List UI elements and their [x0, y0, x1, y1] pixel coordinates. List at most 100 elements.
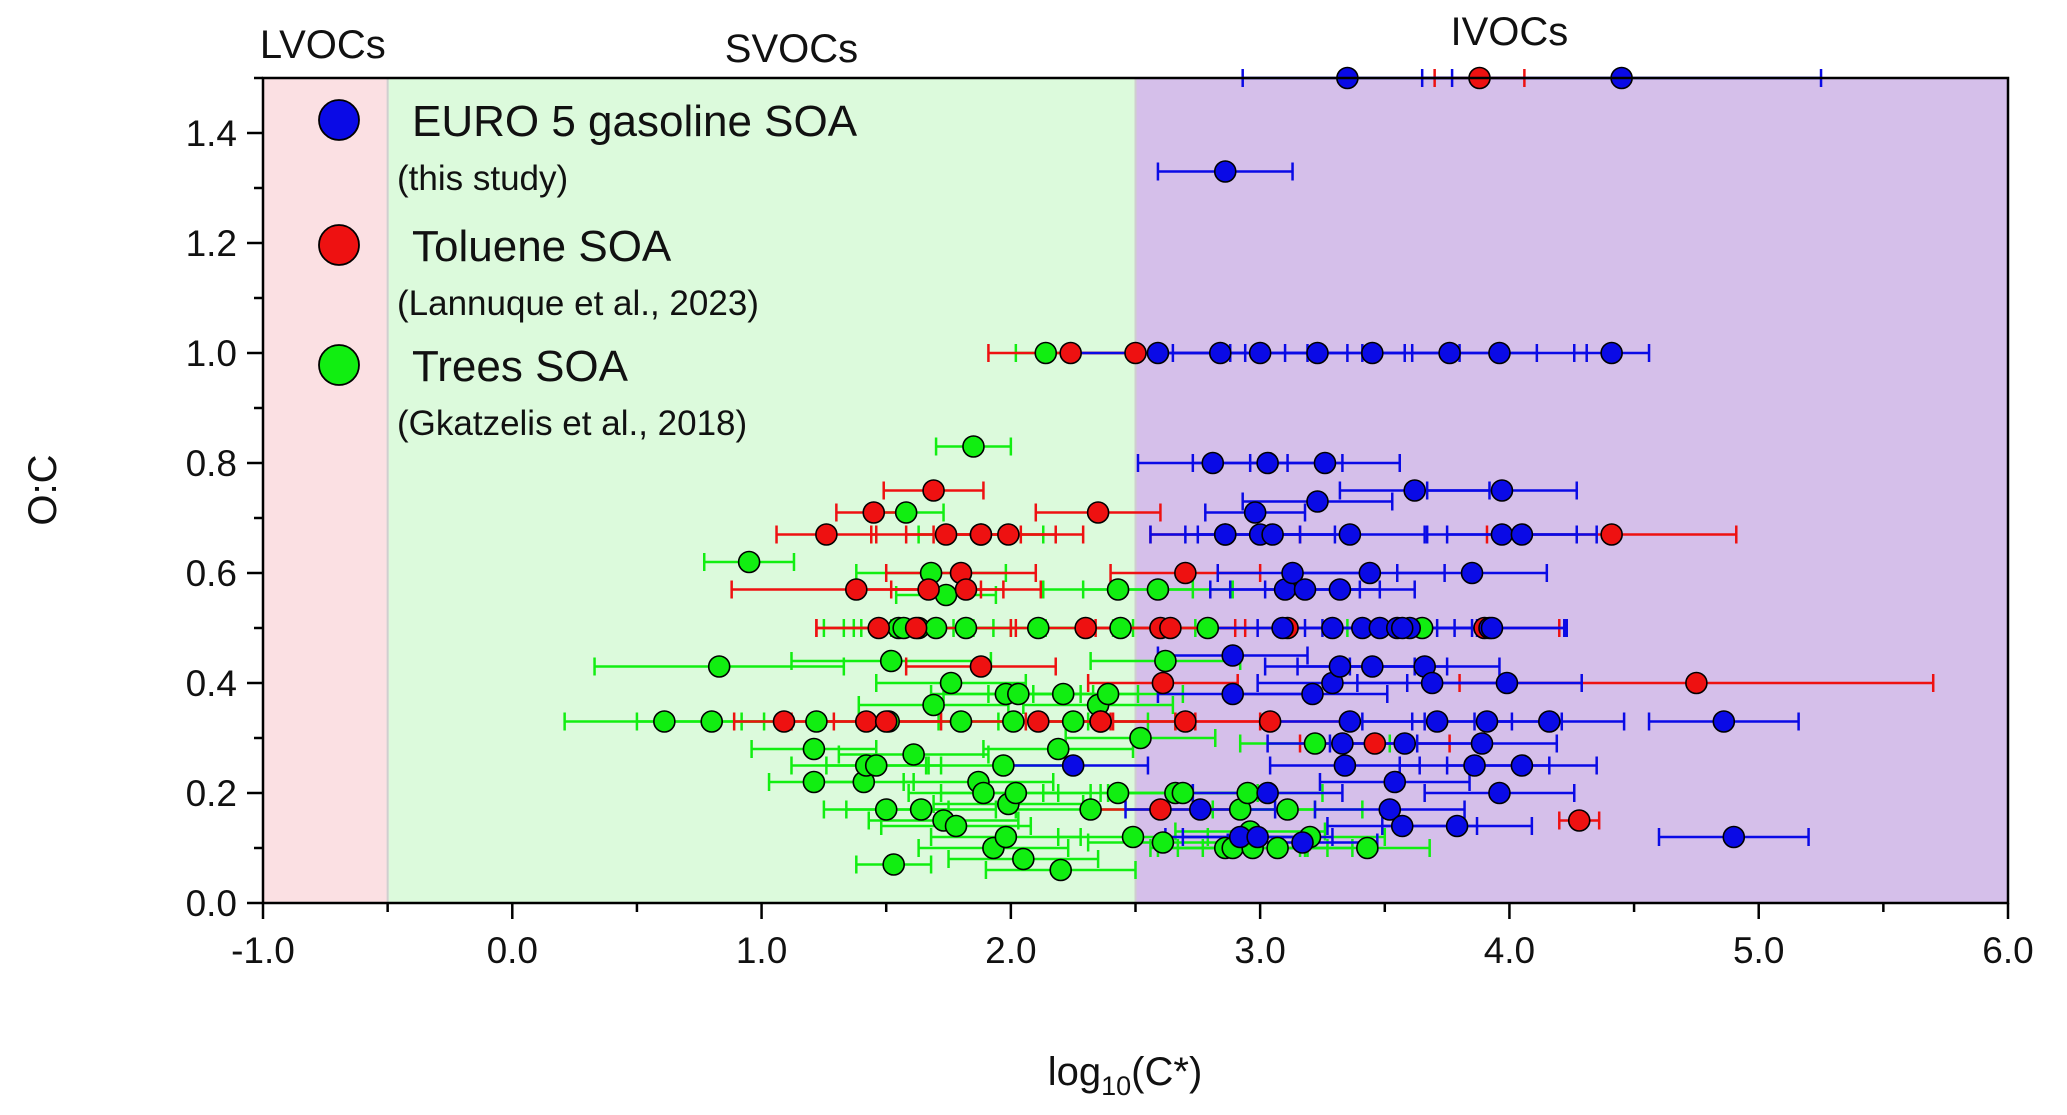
point-euro-5-gasoline-soa — [1438, 341, 1461, 365]
point-trees-soa — [1151, 831, 1175, 854]
volatility-regions — [263, 78, 2008, 903]
point-trees-soa — [700, 710, 724, 733]
point-euro-5-gasoline-soa — [1189, 798, 1212, 821]
point-euro-5-gasoline-soa — [1510, 523, 1534, 546]
point-euro-5-gasoline-soa — [1213, 160, 1237, 183]
point-trees-soa — [949, 710, 973, 733]
point-trees-soa — [879, 649, 903, 673]
x-axis-title-log: log — [1048, 1050, 1101, 1094]
point-euro-5-gasoline-soa — [1510, 754, 1534, 777]
point-euro-5-gasoline-soa — [1712, 710, 1736, 733]
point-euro-5-gasoline-soa — [1221, 682, 1245, 706]
legend-label-euro-5-gasoline-soa: EURO 5 gasoline SOA — [412, 97, 858, 146]
point-euro-5-gasoline-soa — [1256, 781, 1279, 805]
point-trees-soa — [1356, 836, 1379, 860]
y-tick-label: 1.0 — [186, 333, 237, 374]
point-trees-soa — [909, 798, 933, 821]
point-euro-5-gasoline-soa — [1331, 732, 1354, 755]
x-tick-label: 4.0 — [1484, 930, 1535, 971]
point-euro-5-gasoline-soa — [1490, 479, 1514, 502]
point-trees-soa — [924, 616, 948, 640]
point-trees-soa — [962, 435, 985, 458]
x-tick-label: 1.0 — [736, 930, 787, 971]
point-toluene-soa — [1151, 671, 1175, 695]
point-toluene-soa — [1174, 710, 1197, 733]
y-tick-label: 0.6 — [186, 553, 237, 594]
point-euro-5-gasoline-soa — [1722, 825, 1746, 849]
point-euro-5-gasoline-soa — [1490, 523, 1514, 546]
data-points — [653, 66, 1746, 882]
legend-marker-toluene-soa — [318, 224, 360, 266]
point-euro-5-gasoline-soa — [1213, 523, 1237, 546]
x-tick-label: 0.0 — [487, 930, 538, 971]
point-euro-5-gasoline-soa — [1600, 341, 1623, 365]
y-tick-label: 0.8 — [186, 443, 237, 484]
region-label-svocs: SVOCs — [725, 27, 858, 71]
point-trees-soa — [737, 550, 761, 574]
point-euro-5-gasoline-soa — [1061, 754, 1085, 777]
y-tick-label: 1.4 — [186, 113, 237, 154]
point-euro-5-gasoline-soa — [1281, 561, 1304, 585]
point-toluene-soa — [815, 523, 838, 546]
point-euro-5-gasoline-soa — [1271, 616, 1294, 640]
point-toluene-soa — [1059, 341, 1082, 365]
y-tick-label: 1.2 — [186, 223, 237, 264]
x-tick-label: 3.0 — [1234, 930, 1285, 971]
point-toluene-soa — [844, 578, 868, 601]
point-trees-soa — [874, 798, 898, 821]
point-toluene-soa — [874, 710, 898, 733]
point-toluene-soa — [854, 710, 878, 733]
point-trees-soa — [1236, 781, 1259, 805]
legend-marker-trees-soa — [318, 344, 360, 386]
point-toluene-soa — [969, 523, 993, 546]
legend: EURO 5 gasoline SOA (this study) Toluene S… — [318, 97, 858, 443]
x-axis-title-subscript: 10 — [1101, 1071, 1131, 1101]
legend-label-trees-soa: Trees SOA — [412, 342, 629, 391]
point-euro-5-gasoline-soa — [1328, 578, 1352, 601]
point-trees-soa — [992, 754, 1015, 777]
point-trees-soa — [1051, 682, 1075, 706]
legend-source-trees-soa: (Gkatzelis et al., 2018) — [397, 404, 747, 443]
point-trees-soa — [1109, 616, 1132, 640]
point-trees-soa — [894, 501, 918, 524]
point-trees-soa — [1303, 732, 1327, 755]
legend-label-toluene-soa: Toluene SOA — [412, 222, 672, 271]
point-trees-soa — [1079, 798, 1102, 821]
point-euro-5-gasoline-soa — [1146, 341, 1170, 365]
point-trees-soa — [1121, 825, 1145, 849]
point-trees-soa — [994, 825, 1018, 849]
point-euro-5-gasoline-soa — [1361, 341, 1384, 365]
point-trees-soa — [1002, 710, 1025, 733]
point-toluene-soa — [904, 616, 928, 640]
point-trees-soa — [972, 781, 995, 805]
point-euro-5-gasoline-soa — [1390, 616, 1414, 640]
y-axis-title: O:C — [21, 454, 65, 525]
point-trees-soa — [1012, 847, 1035, 871]
point-trees-soa — [1276, 798, 1299, 821]
point-trees-soa — [1129, 726, 1152, 750]
point-toluene-soa — [1159, 616, 1182, 640]
point-euro-5-gasoline-soa — [1488, 341, 1511, 365]
point-euro-5-gasoline-soa — [1301, 682, 1324, 706]
legend-source-toluene-soa: (Lannuque et al., 2023) — [397, 284, 759, 323]
point-euro-5-gasoline-soa — [1333, 754, 1357, 777]
x-axis-title-rest: (C*) — [1131, 1050, 1202, 1094]
point-toluene-soa — [1174, 561, 1197, 585]
point-euro-5-gasoline-soa — [1480, 616, 1504, 640]
legend-source-euro-5-gasoline-soa: (this study) — [397, 159, 568, 198]
point-euro-5-gasoline-soa — [1470, 732, 1494, 755]
point-toluene-soa — [1089, 710, 1112, 733]
point-trees-soa — [802, 770, 826, 794]
point-trees-soa — [1106, 781, 1130, 805]
point-trees-soa — [1004, 781, 1028, 805]
point-euro-5-gasoline-soa — [1261, 523, 1284, 546]
point-trees-soa — [802, 737, 826, 761]
point-toluene-soa — [917, 578, 940, 601]
point-trees-soa — [1171, 781, 1195, 805]
point-trees-soa — [939, 671, 963, 695]
point-euro-5-gasoline-soa — [1201, 451, 1225, 475]
point-toluene-soa — [1363, 732, 1387, 755]
point-trees-soa — [1034, 341, 1058, 365]
point-trees-soa — [1096, 682, 1120, 706]
